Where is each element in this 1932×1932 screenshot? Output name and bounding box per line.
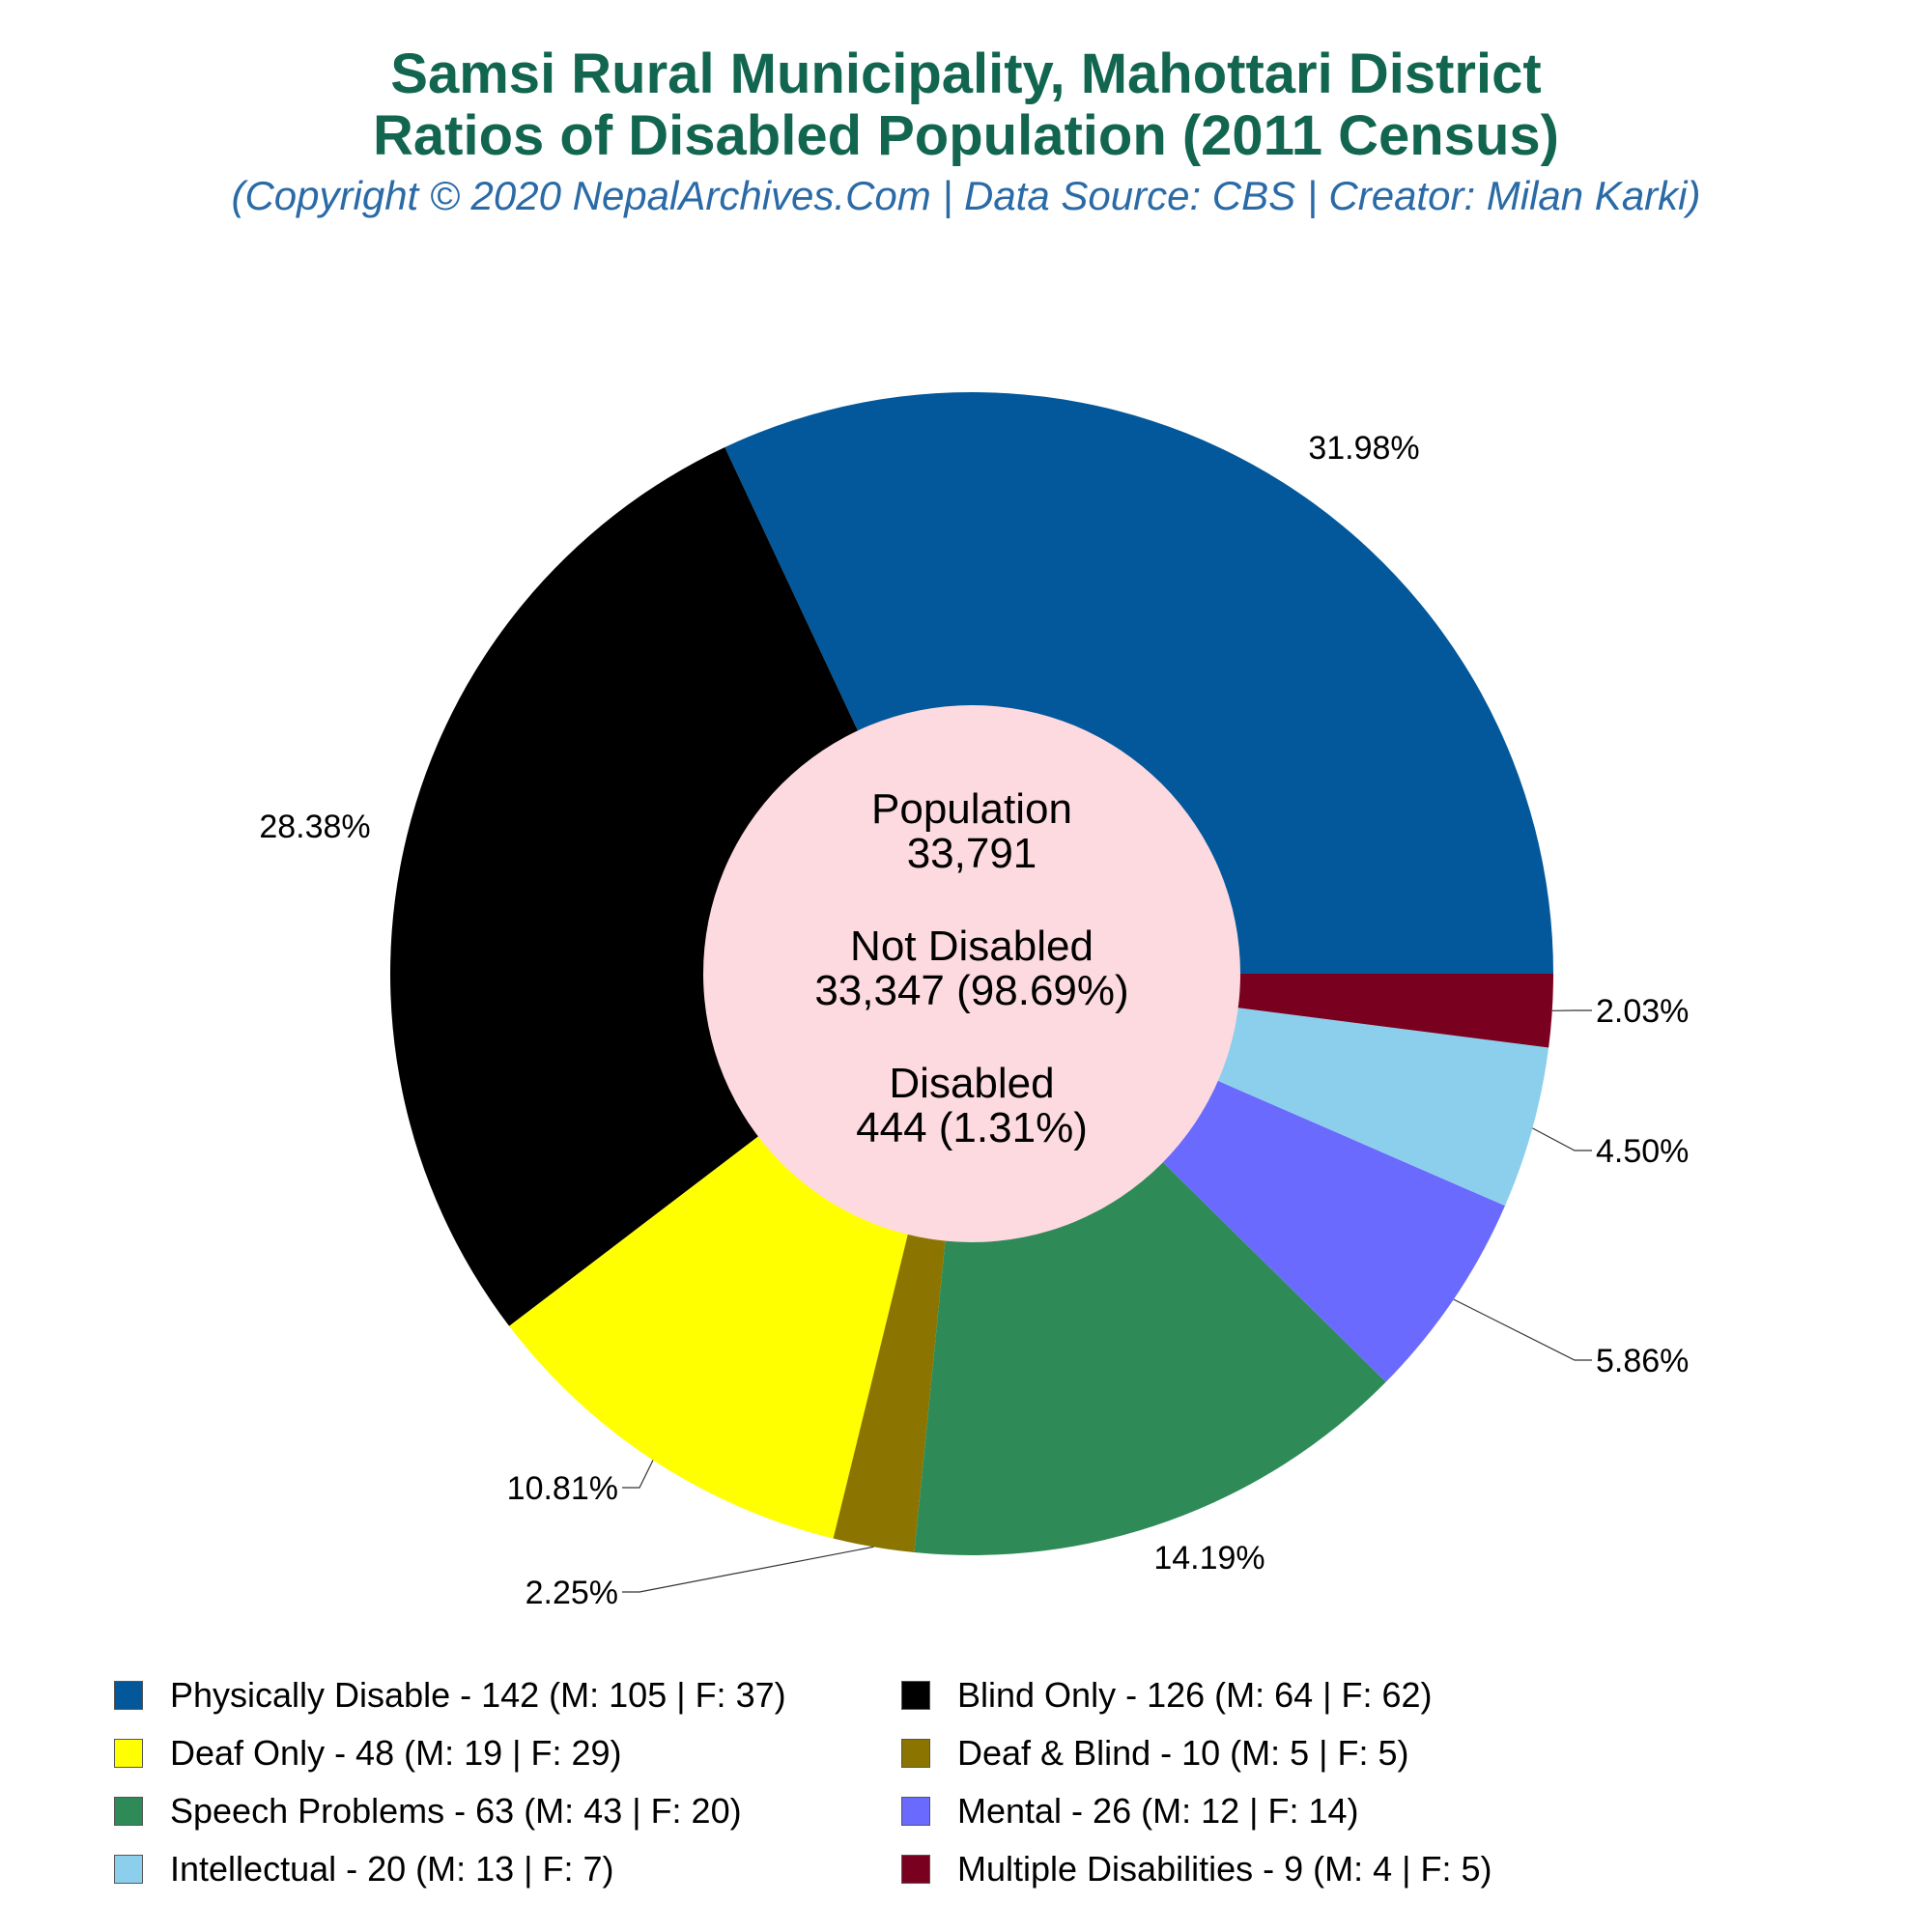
legend-item-deaf-blind: Deaf & Blind - 10 (M: 5 | F: 5) (901, 1729, 1409, 1777)
chart-title-line2: Ratios of Disabled Population (2011 Cens… (373, 104, 1559, 167)
legend-swatch (114, 1855, 143, 1884)
pie-label-mental: 5.86% (1596, 1343, 1689, 1379)
legend-swatch (901, 1739, 930, 1768)
legend-label: Speech Problems - 63 (M: 43 | F: 20) (170, 1791, 742, 1831)
legend-item-mental: Mental - 26 (M: 12 | F: 14) (901, 1787, 1359, 1835)
pie-percent-labels: 31.98% 28.38% 10.81% 2.25% 14.19% 5.86% 4.50% 2… (259, 430, 1689, 1611)
legend-swatch (114, 1739, 143, 1768)
legend-item-intellectual: Intellectual - 20 (M: 13 | F: 7) (114, 1845, 614, 1893)
pie-label-speech-problems: 14.19% (1153, 1540, 1264, 1577)
pie-label-intellectual: 4.50% (1596, 1133, 1689, 1170)
center-population-label: Population (871, 785, 1072, 833)
legend-swatch (901, 1855, 930, 1884)
legend-item-blind-only: Blind Only - 126 (M: 64 | F: 62) (901, 1671, 1433, 1719)
legend-swatch (114, 1681, 143, 1710)
center-disabled-label: Disabled (889, 1060, 1054, 1107)
legend-label: Deaf & Blind - 10 (M: 5 | F: 5) (957, 1733, 1409, 1773)
pie-leader-lines (622, 1009, 1592, 1593)
legend-item-deaf-only: Deaf Only - 48 (M: 19 | F: 29) (114, 1729, 622, 1777)
legend-label: Mental - 26 (M: 12 | F: 14) (957, 1791, 1359, 1831)
pie-label-physically-disable: 31.98% (1308, 430, 1419, 467)
center-not-disabled-label: Not Disabled (850, 923, 1094, 970)
leader-line-deaf-blind (622, 1546, 874, 1593)
leader-line-mental (1453, 1298, 1592, 1361)
leader-line-deaf-only (622, 1460, 654, 1489)
center-not-disabled-value: 33,347 (98.69%) (814, 967, 1128, 1014)
chart-legend: Physically Disable - 142 (M: 105 | F: 37… (114, 1671, 1853, 1922)
chart-subtitle: (Copyright © 2020 NepalArchives.Com | Da… (231, 173, 1701, 218)
legend-label: Deaf Only - 48 (M: 19 | F: 29) (170, 1733, 622, 1773)
legend-label: Intellectual - 20 (M: 13 | F: 7) (170, 1849, 614, 1889)
center-circle (703, 705, 1240, 1242)
chart-title-line1: Samsi Rural Municipality, Mahottari Dist… (390, 43, 1542, 105)
legend-item-physically-disable: Physically Disable - 142 (M: 105 | F: 37… (114, 1671, 786, 1719)
legend-item-speech-problems: Speech Problems - 63 (M: 43 | F: 20) (114, 1787, 742, 1835)
legend-label: Blind Only - 126 (M: 64 | F: 62) (957, 1675, 1433, 1715)
legend-item-multiple-disabilities: Multiple Disabilities - 9 (M: 4 | F: 5) (901, 1845, 1492, 1893)
pie-label-multiple-disabilities: 2.03% (1596, 993, 1689, 1030)
pie-label-blind-only: 28.38% (259, 809, 370, 845)
pie-label-deaf-only: 10.81% (507, 1470, 618, 1507)
center-population-value: 33,791 (907, 830, 1037, 877)
legend-swatch (901, 1797, 930, 1826)
legend-label: Physically Disable - 142 (M: 105 | F: 37… (170, 1675, 786, 1715)
legend-swatch (901, 1681, 930, 1710)
legend-swatch (114, 1797, 143, 1826)
leader-line-intellectual (1532, 1127, 1592, 1151)
pie-label-deaf-blind: 2.25% (526, 1575, 618, 1611)
legend-label: Multiple Disabilities - 9 (M: 4 | F: 5) (957, 1849, 1492, 1889)
pie-slice-blind-only (390, 447, 973, 1326)
center-disabled-value: 444 (1.31%) (856, 1104, 1088, 1151)
